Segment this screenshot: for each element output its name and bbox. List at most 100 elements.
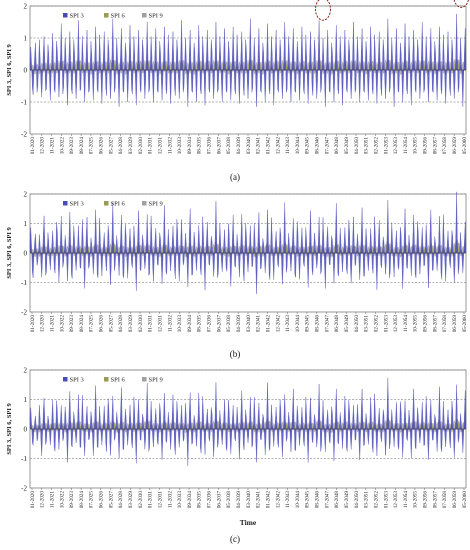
x-tick-label: 08-2046 [315,491,321,509]
x-tick-label: 04-2039 [236,315,242,333]
x-tick-label: 06-2048 [334,315,340,333]
x-tick-label: 04-2050 [354,491,360,509]
x-tick-label: 11-2043 [285,137,291,155]
legend-swatch [142,201,147,206]
x-tick-label: 11-2043 [285,491,291,509]
x-tick-label: 04-2050 [354,315,360,333]
chart-panel-3: -2 -1 0 1 2 SPI 3, SPI 6, SPI 9 01-2020 12-2020… [6,366,468,544]
x-tick-label: 02-2041 [256,315,262,333]
x-tick-label: 06-2037 [216,315,222,333]
x-tick-label: 05-2060 [462,315,468,333]
x-tick-label: 08-2024 [79,315,85,333]
x-tick-label: 07-2025 [89,491,95,509]
x-tick-label: 08-2057 [432,137,438,155]
y-tick-label: 2 [24,366,28,374]
legend-entry: SPI 6 [111,201,126,208]
y-tick-label: 0 [24,66,28,74]
x-tick-label: 01-2020 [30,491,36,509]
x-tick-label: 10-2044 [295,137,301,155]
y-tick-label: 1 [24,34,28,42]
x-tick-label: 06-2026 [99,137,105,155]
y-tick-label: 2 [24,2,28,10]
x-tick-label: 07-2036 [207,137,213,155]
highlight-circle [453,0,469,8]
x-tick-label: 08-2046 [315,137,321,155]
legend-entry: SPI 9 [149,13,163,20]
legend: SPI 3 SPI 6 SPI 9 [63,201,163,208]
x-tick-label: 01-2053 [383,315,389,333]
x-tick-label: 12-2042 [275,491,281,509]
legend-swatch [63,13,68,18]
y-axis-label: SPI 3, SPI 6, SPI 9 [6,403,13,455]
x-tick-label: 01-2031 [148,491,154,509]
x-tick-label: 10-2033 [177,491,183,509]
x-tick-label: 03-2040 [246,137,252,155]
x-tick-label: 08-2024 [79,491,85,509]
x-tick-label: 10-2033 [177,137,183,155]
x-tick-label: 11-2021 [49,491,55,509]
x-tick-label: 12-2031 [157,491,163,509]
x-tick-label: 01-2031 [148,137,154,155]
x-tick-label: 09-2023 [69,315,75,333]
x-tick-label: 07-2058 [442,315,448,333]
x-tick-label: 11-2021 [49,137,55,155]
y-tick-label: 0 [24,249,28,257]
x-tick-label: 07-2058 [442,491,448,509]
x-tick-label: 05-2049 [344,491,350,509]
x-tick-label: 02-2030 [138,137,144,155]
x-tick-label: 10-2022 [59,315,65,333]
series-area-spi-9 [29,419,467,434]
x-tick-label: 04-2039 [236,137,242,155]
panel-label: (a) [230,172,240,182]
x-tick-label: 04-2039 [236,491,242,509]
x-tick-label: 10-2044 [295,491,301,509]
x-tick-label: 06-2026 [99,491,105,509]
x-tick-label: 03-2051 [364,137,370,155]
x-tick-label: 09-2034 [187,137,193,155]
x-tick-label: 06-2059 [452,137,458,155]
x-tick-label: 03-2051 [364,491,370,509]
x-tick-label: 02-2041 [256,491,262,509]
x-tick-label: 02-2041 [256,137,262,155]
x-tick-label: 05-2060 [462,137,468,155]
x-tick-label: 06-2037 [216,491,222,509]
x-tick-label: 07-2047 [324,491,330,509]
x-tick-label: 08-2035 [197,491,203,509]
x-tick-label: 02-2030 [138,315,144,333]
x-tick-label: 12-2031 [157,137,163,155]
x-tick-label: 06-2048 [334,137,340,155]
x-tick-label: 04-2028 [118,315,124,333]
x-tick-label: 01-2020 [30,315,36,333]
panel-label: (c) [230,534,240,544]
x-tick-label: 01-2031 [148,315,154,333]
y-axis-label: SPI 3, SPI 6, SPI 9 [6,227,13,279]
y-tick-label: 1 [24,220,28,228]
x-tick-label: 01-2053 [383,137,389,155]
x-tick-label: 11-2054 [403,315,409,333]
x-tick-label: 02-2030 [138,491,144,509]
legend-swatch [142,13,147,18]
x-tick-label: 12-2053 [393,137,399,155]
x-tick-label: 12-2020 [40,315,46,333]
x-tick-label: 07-2058 [442,137,448,155]
x-tick-label: 06-2059 [452,491,458,509]
panel-label: (b) [230,349,241,359]
x-tick-label: 10-2055 [413,315,419,333]
x-tick-label: 09-2045 [305,315,311,333]
x-tick-label: 08-2035 [197,137,203,155]
x-tick-label: 06-2059 [452,315,458,333]
legend-swatch [104,201,109,206]
x-tick-label: 11-2032 [167,137,173,155]
y-tick-label: -1 [21,98,27,106]
x-tick-label: 09-2034 [187,491,193,509]
legend-swatch [104,13,109,18]
x-tick-label: 09-2045 [305,491,311,509]
x-tick-label: 03-2029 [128,315,134,333]
x-tick-label: 12-2042 [275,315,281,333]
x-tick-label: 12-2020 [40,137,46,155]
x-tick-label: 08-2035 [197,315,203,333]
x-tick-label: 05-2027 [108,491,114,509]
x-tick-label: 10-2033 [177,315,183,333]
x-tick-label: 05-2038 [226,137,232,155]
